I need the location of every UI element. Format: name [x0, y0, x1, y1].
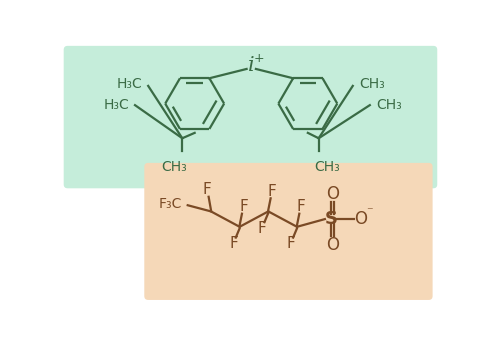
Text: F: F	[203, 182, 212, 197]
Text: H₃C: H₃C	[117, 77, 143, 91]
Text: F: F	[268, 184, 276, 199]
Text: CH₃: CH₃	[360, 77, 385, 91]
Text: ⁻: ⁻	[366, 206, 372, 219]
FancyBboxPatch shape	[64, 46, 437, 188]
Text: i: i	[248, 56, 254, 75]
Text: F₃C: F₃C	[158, 197, 182, 211]
Text: CH₃: CH₃	[161, 160, 187, 174]
Text: O: O	[354, 210, 367, 228]
Text: F: F	[286, 236, 295, 251]
Text: F: F	[229, 236, 238, 251]
Text: F: F	[239, 199, 248, 214]
Text: S: S	[325, 210, 338, 228]
Text: CH₃: CH₃	[314, 160, 340, 174]
Text: H₃C: H₃C	[104, 98, 130, 112]
Text: CH₃: CH₃	[376, 98, 402, 112]
Text: +: +	[254, 52, 264, 65]
Text: F: F	[258, 221, 267, 236]
Text: O: O	[326, 185, 339, 203]
FancyBboxPatch shape	[144, 163, 433, 300]
Text: O: O	[326, 236, 339, 253]
Text: F: F	[297, 199, 305, 214]
